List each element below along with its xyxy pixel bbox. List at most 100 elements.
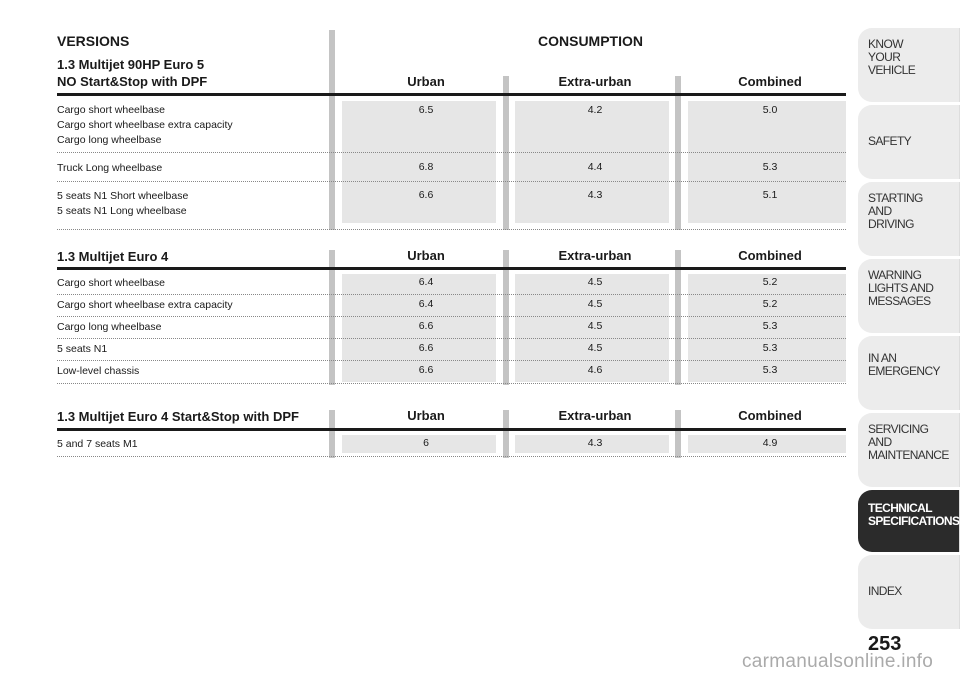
column-divider-extra bbox=[675, 250, 681, 385]
section1-row1-combined: 5.0 bbox=[762, 104, 778, 116]
row-divider bbox=[57, 456, 846, 457]
section1-row1-urban: 6.5 bbox=[418, 104, 434, 116]
section3-row1-extra: 4.3 bbox=[587, 437, 603, 449]
section1-row2-extra: 4.4 bbox=[587, 161, 603, 173]
section2-col-extra: Extra-urban bbox=[558, 248, 632, 263]
section1-col-urban: Urban bbox=[407, 74, 445, 89]
section1-title-line1: 1.3 Multijet 90HP Euro 5 bbox=[57, 57, 205, 72]
tab-label-line: DRIVING bbox=[868, 217, 914, 231]
section2-col-combined: Combined bbox=[738, 248, 802, 263]
section2-header-rule bbox=[57, 267, 846, 270]
row-divider bbox=[57, 383, 846, 384]
row-divider bbox=[57, 229, 846, 230]
section2-row2-urban: 6.4 bbox=[418, 298, 434, 310]
section2-row2-combined: 5.2 bbox=[762, 298, 778, 310]
section2-row3-urban: 6.6 bbox=[418, 320, 434, 332]
row-label-line: 5 seats N1 Short wheelbase bbox=[57, 190, 189, 202]
section3-col-urban: Urban bbox=[407, 408, 445, 423]
section2-col-urban: Urban bbox=[407, 248, 445, 263]
tab-label-line: INDEX bbox=[868, 584, 902, 598]
column-divider-versions bbox=[329, 30, 335, 230]
tab-technical-specifications[interactable]: TECHNICAL SPECIFICATIONS bbox=[858, 490, 960, 552]
row-label-line: Cargo short wheelbase extra capacity bbox=[57, 119, 233, 131]
tab-label-line: SPECIFICATIONS bbox=[868, 514, 960, 528]
row-divider bbox=[57, 152, 846, 153]
section1-urban-shade bbox=[342, 101, 496, 223]
tab-starting-and-driving[interactable]: STARTING AND DRIVING bbox=[858, 182, 960, 256]
section2-urban-shade bbox=[342, 274, 496, 382]
section1-combined-shade bbox=[688, 101, 846, 223]
row-divider bbox=[57, 316, 846, 317]
section2-row3-combined: 5.3 bbox=[762, 320, 778, 332]
tab-warning-lights-and-messages[interactable]: WARNING LIGHTS AND MESSAGES bbox=[858, 259, 960, 333]
section2-row1-urban: 6.4 bbox=[418, 276, 434, 288]
section1-row3-combined: 5.1 bbox=[762, 189, 778, 201]
section2-row5-urban: 6.6 bbox=[418, 364, 434, 376]
row-divider bbox=[57, 360, 846, 361]
tab-index[interactable]: INDEX bbox=[858, 555, 960, 629]
section1-row3-extra: 4.3 bbox=[587, 189, 603, 201]
column-divider-versions bbox=[329, 250, 335, 385]
section2-row3-label: Cargo long wheelbase bbox=[57, 321, 162, 333]
tab-label-line: STARTING bbox=[868, 191, 923, 205]
section1-col-combined: Combined bbox=[738, 74, 802, 89]
column-divider-urban bbox=[503, 250, 509, 385]
column-divider-extra bbox=[675, 76, 681, 230]
section1-row-label: Cargo short wheelbase Cargo short wheelb… bbox=[57, 103, 233, 148]
tab-servicing-and-maintenance[interactable]: SERVICING AND MAINTENANCE bbox=[858, 413, 960, 487]
tab-label-line: MAINTENANCE bbox=[868, 448, 949, 462]
page-number: 253 bbox=[868, 633, 902, 655]
tab-label-line: MESSAGES bbox=[868, 294, 931, 308]
section2-row3-extra: 4.5 bbox=[587, 320, 603, 332]
section2-extra-shade bbox=[515, 274, 669, 382]
tab-label-line: KNOW bbox=[868, 37, 904, 51]
tab-label-line: IN AN bbox=[868, 351, 897, 365]
column-divider-extra bbox=[675, 410, 681, 458]
tab-know-your-vehicle[interactable]: KNOW YOUR VEHICLE bbox=[858, 28, 960, 102]
section3-title: 1.3 Multijet Euro 4 Start&Stop with DPF bbox=[57, 409, 299, 424]
section1-row2-combined: 5.3 bbox=[762, 161, 778, 173]
section2-row1-label: Cargo short wheelbase bbox=[57, 277, 165, 289]
section2-row2-extra: 4.5 bbox=[587, 298, 603, 310]
section3-row1-combined: 4.9 bbox=[762, 437, 778, 449]
tab-label-line: LIGHTS AND bbox=[868, 281, 934, 295]
section1-extra-shade bbox=[515, 101, 669, 223]
section1-title-line2: NO Start&Stop with DPF bbox=[57, 74, 208, 89]
section1-title: 1.3 Multijet 90HP Euro 5 NO Start&Stop w… bbox=[57, 56, 207, 90]
tab-safety[interactable]: SAFETY bbox=[858, 105, 960, 179]
section3-combined-shade bbox=[688, 435, 846, 453]
section2-combined-shade bbox=[688, 274, 846, 382]
row-label-line: 5 seats N1 Long wheelbase bbox=[57, 205, 187, 217]
section1-header-rule bbox=[57, 93, 846, 96]
section2-title: 1.3 Multijet Euro 4 bbox=[57, 249, 169, 264]
tab-label-line: YOUR bbox=[868, 50, 901, 64]
tab-label-line: TECHNICAL bbox=[868, 501, 933, 515]
tab-label-line: AND bbox=[868, 435, 892, 449]
section2-row1-combined: 5.2 bbox=[762, 276, 778, 288]
section3-header-rule bbox=[57, 428, 846, 431]
consumption-heading: CONSUMPTION bbox=[538, 33, 643, 49]
column-divider-versions bbox=[329, 410, 335, 458]
row-divider bbox=[57, 294, 846, 295]
watermark: carmanualsonline.info bbox=[742, 651, 934, 672]
section2-row1-extra: 4.5 bbox=[587, 276, 603, 288]
section2-row4-label: 5 seats N1 bbox=[57, 343, 108, 355]
row-divider bbox=[57, 181, 846, 182]
row-label-line: Cargo long wheelbase bbox=[57, 134, 162, 146]
section3-row1-label: 5 and 7 seats M1 bbox=[57, 438, 138, 450]
section2-row4-extra: 4.5 bbox=[587, 342, 603, 354]
section3-row1-urban: 6 bbox=[423, 437, 429, 449]
tab-label-line: EMERGENCY bbox=[868, 364, 941, 378]
tab-label-line: SERVICING bbox=[868, 422, 929, 436]
versions-heading: VERSIONS bbox=[57, 33, 130, 49]
section1-row-label: 5 seats N1 Short wheelbase 5 seats N1 Lo… bbox=[57, 189, 188, 219]
column-divider-urban bbox=[503, 410, 509, 458]
section2-row5-label: Low-level chassis bbox=[57, 365, 140, 377]
row-label-line: Truck Long wheelbase bbox=[57, 162, 163, 174]
tab-label-line: AND bbox=[868, 204, 892, 218]
tab-in-an-emergency[interactable]: IN AN EMERGENCY bbox=[858, 336, 960, 410]
section2-row5-combined: 5.3 bbox=[762, 364, 778, 376]
section1-row3-urban: 6.6 bbox=[418, 189, 434, 201]
section2-row2-label: Cargo short wheelbase extra capacity bbox=[57, 299, 233, 311]
section2-row4-urban: 6.6 bbox=[418, 342, 434, 354]
